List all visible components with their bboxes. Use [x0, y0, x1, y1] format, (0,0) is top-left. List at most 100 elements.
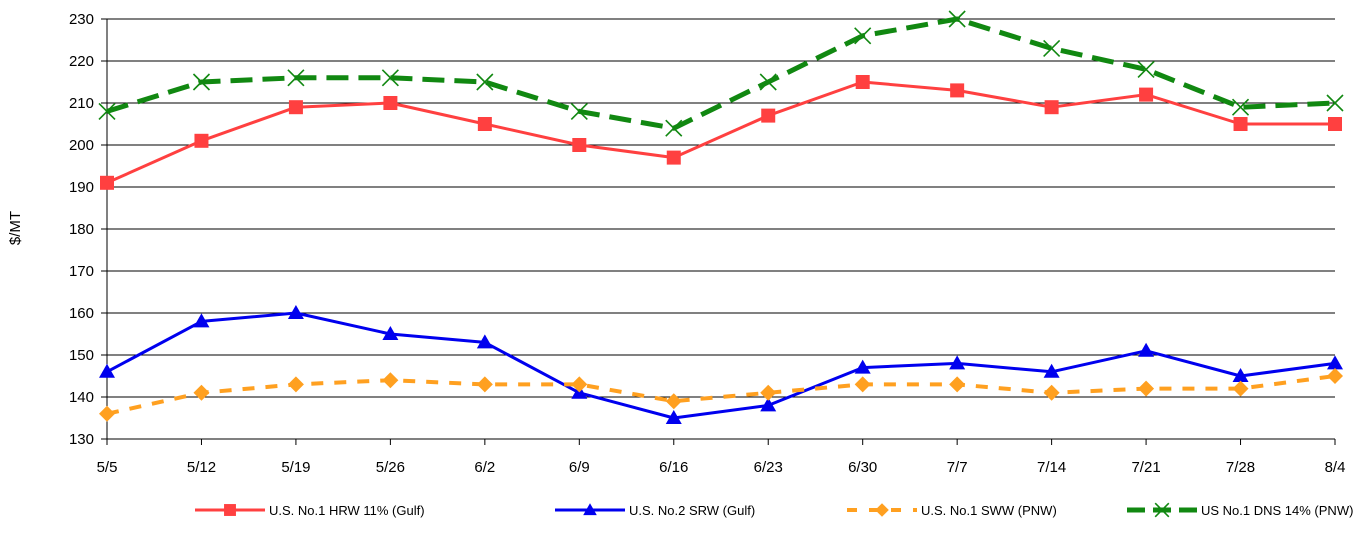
data-point — [287, 376, 304, 393]
data-point — [382, 372, 399, 389]
data-point — [193, 313, 210, 328]
data-point — [1138, 342, 1155, 357]
x-tick-label: 5/19 — [281, 459, 310, 476]
data-point — [950, 83, 965, 98]
gridlines — [107, 18, 1335, 440]
data-point — [1327, 368, 1343, 384]
data-point — [98, 102, 116, 120]
data-point — [854, 359, 871, 374]
legend-swatch-marker — [875, 503, 889, 517]
x-marker-stroke — [1043, 39, 1061, 57]
data-point — [1138, 380, 1155, 397]
data-point — [570, 102, 588, 120]
x-axis-ticks: 5/5 5/12 5/19 5/26 6/2 6/9 6/16 6/23 6/30 7/7 7/14… — [97, 439, 1346, 476]
data-point — [571, 376, 588, 393]
legend-swatch-marker — [583, 503, 597, 516]
series-line — [106, 16, 1336, 131]
y-tick-label: 190 — [69, 179, 94, 196]
data-point — [1139, 87, 1154, 102]
x-tick-label: 5/12 — [187, 459, 216, 476]
series-2 — [99, 305, 1343, 424]
data-point — [666, 150, 681, 165]
data-point — [288, 100, 303, 115]
y-tick-label: 200 — [69, 137, 94, 154]
data-point — [761, 108, 776, 123]
data-point — [1044, 100, 1059, 115]
data-point — [287, 305, 304, 319]
x-tick-label: 7/14 — [1037, 459, 1066, 476]
x-marker-stroke — [665, 119, 683, 137]
x-tick-label: 7/21 — [1131, 459, 1160, 476]
y-tick-label: 150 — [69, 347, 94, 364]
data-point — [949, 355, 966, 370]
data-point — [949, 376, 966, 393]
data-point — [100, 175, 114, 190]
data-point — [1232, 368, 1249, 382]
data-point — [193, 384, 210, 401]
x-marker-stroke — [287, 69, 305, 87]
legend-label: U.S. No.2 SRW (Gulf) — [629, 503, 755, 518]
legend-item-2: U.S. No.2 SRW (Gulf) — [555, 503, 755, 518]
y-tick-label: 220 — [69, 53, 94, 70]
x-marker-stroke — [476, 73, 494, 91]
legend-item-4: US No.1 DNS 14% (PNW) — [1127, 502, 1353, 518]
y-tick-label: 180 — [69, 221, 94, 238]
y-tick-label: 210 — [69, 95, 94, 112]
series-group — [98, 10, 1344, 424]
x-marker-stroke — [948, 10, 966, 28]
data-point — [1326, 94, 1344, 112]
data-point — [855, 75, 870, 89]
data-point — [382, 326, 399, 340]
data-point — [1137, 60, 1155, 78]
y-tick-label: 140 — [69, 389, 94, 406]
x-marker-stroke — [381, 69, 399, 87]
legend-label: U.S. No.1 SWW (PNW) — [921, 503, 1057, 518]
data-point — [1233, 117, 1248, 131]
legend-label: US No.1 DNS 14% (PNW) — [1201, 503, 1353, 518]
data-point — [476, 334, 493, 349]
data-point — [760, 397, 777, 412]
series-line — [106, 374, 1336, 416]
data-point — [665, 119, 683, 137]
y-axis-ticks: 130 140 150 160 170 180 190 200 210 220 230 — [69, 11, 107, 448]
y-tick-label: 160 — [69, 305, 94, 322]
data-point — [381, 69, 399, 87]
data-point — [1232, 380, 1249, 397]
x-tick-label: 8/4 — [1325, 459, 1346, 476]
x-marker-stroke — [1326, 94, 1344, 112]
data-point — [477, 117, 492, 131]
x-tick-label: 6/16 — [659, 459, 688, 476]
data-point — [760, 384, 777, 401]
legend-label: U.S. No.1 HRW 11% (Gulf) — [269, 503, 425, 518]
data-point — [476, 73, 494, 91]
legend-item-3: U.S. No.1 SWW (PNW) — [847, 503, 1057, 518]
data-point — [476, 376, 493, 393]
x-marker-stroke — [570, 102, 588, 120]
y-tick-label: 230 — [69, 11, 94, 28]
data-point — [99, 405, 115, 422]
legend-swatch-marker — [1154, 502, 1170, 518]
x-tick-label: 6/2 — [474, 459, 495, 476]
series-line — [106, 311, 1336, 420]
x-marker-stroke — [1231, 98, 1250, 116]
x-tick-label: 5/26 — [376, 459, 405, 476]
data-point — [1043, 363, 1060, 378]
data-point — [665, 410, 682, 424]
legend: U.S. No.1 HRW 11% (Gulf) U.S. No.2 SRW (G… — [195, 502, 1353, 518]
series-4 — [98, 10, 1344, 137]
x-marker-stroke — [759, 73, 777, 91]
data-point — [1231, 98, 1250, 116]
data-point — [194, 133, 209, 148]
x-marker-stroke — [1154, 502, 1170, 518]
x-tick-label: 6/9 — [569, 459, 590, 476]
x-tick-label: 6/23 — [754, 459, 783, 476]
data-point — [1328, 117, 1342, 131]
x-marker-stroke — [1137, 60, 1155, 78]
data-point — [759, 73, 777, 91]
legend-swatch-marker — [224, 504, 236, 516]
data-point — [99, 363, 115, 378]
series-line — [106, 80, 1335, 185]
y-tick-label: 170 — [69, 263, 94, 280]
x-tick-label: 6/30 — [848, 459, 877, 476]
